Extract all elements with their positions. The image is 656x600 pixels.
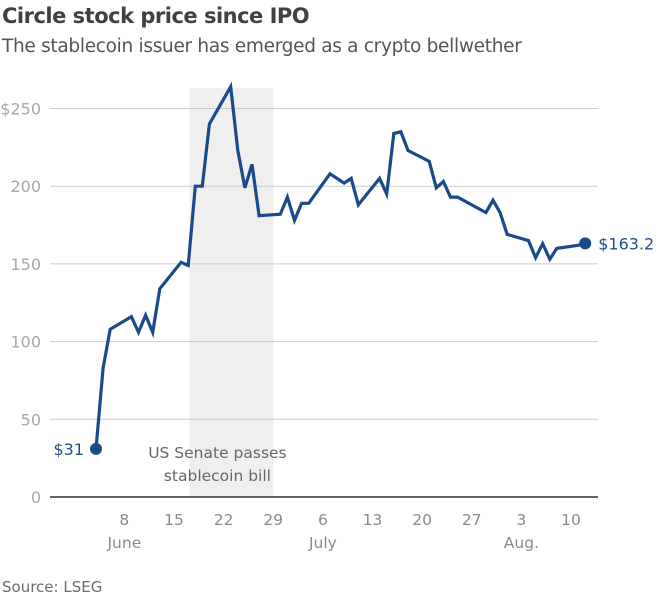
y-tick-label: 0 [31,488,41,507]
price-line [94,81,586,449]
start-point-marker [90,442,102,455]
start-value-label: $31 [53,440,84,459]
x-tick-label: 29 [263,511,283,529]
x-month-label: July [308,534,337,552]
y-tick-label: 50 [21,410,41,429]
y-tick-label: 200 [10,177,41,196]
y-tick-label: 150 [10,255,41,274]
x-tick-label: 3 [516,511,526,529]
x-month-label: Aug. [504,534,539,552]
source-note: Source: LSEG [2,578,103,596]
end-value-label: $163.21 [598,234,656,253]
y-tick-label: $250 [0,100,41,119]
chart-subtitle: The stablecoin issuer has emerged as a c… [2,36,522,57]
shaded-region-senate-bill [189,88,274,497]
shaded-region-annotation-line-2: stablecoin bill [164,467,271,485]
x-tick-label: 8 [119,511,129,529]
y-tick-label: 100 [10,333,41,352]
x-tick-label: 20 [412,511,432,529]
shaded-region-annotation-line-1: US Senate passes [148,444,286,462]
end-point-marker [579,237,592,250]
x-tick-label: 13 [363,511,383,529]
x-tick-label: 27 [462,511,482,529]
x-tick-label: 10 [561,511,581,529]
x-tick-label: 6 [318,511,328,529]
chart-title: Circle stock price since IPO [2,4,310,28]
x-tick-label: 15 [164,511,184,529]
x-month-label: June [106,534,141,552]
x-tick-label: 22 [214,511,234,529]
